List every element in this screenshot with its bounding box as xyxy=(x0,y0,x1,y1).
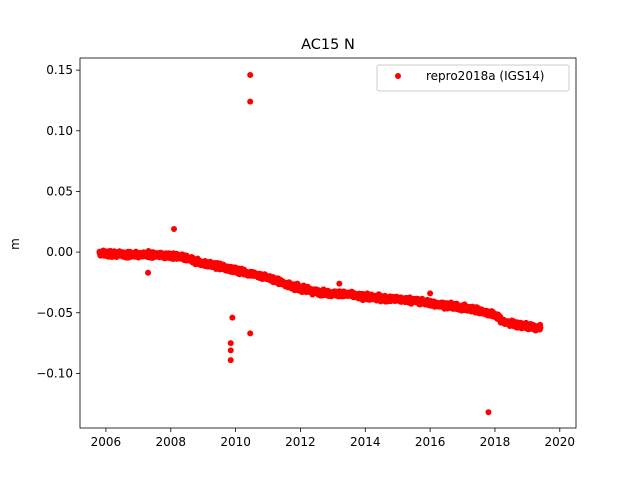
outlier-point xyxy=(171,226,178,233)
outlier-point xyxy=(145,269,152,276)
x-tick-label: 2018 xyxy=(480,435,511,449)
outlier-point xyxy=(227,357,234,364)
outlier-point xyxy=(427,290,434,297)
outlier-point xyxy=(485,409,492,416)
y-tick-label: 0.10 xyxy=(46,124,73,138)
outlier-point xyxy=(227,340,234,347)
x-tick-label: 2012 xyxy=(285,435,316,449)
outlier-point xyxy=(247,330,254,337)
legend-label: repro2018a (IGS14) xyxy=(426,69,544,83)
legend-box xyxy=(376,64,570,92)
data-points xyxy=(96,71,544,416)
y-tick-label: −0.05 xyxy=(36,306,73,320)
x-tick-label: 2008 xyxy=(155,435,186,449)
outlier-point xyxy=(227,347,234,354)
y-tick-label: 0.05 xyxy=(46,184,73,198)
outlier-point xyxy=(247,98,254,105)
legend-marker xyxy=(395,73,401,79)
x-tick-label: 2020 xyxy=(545,435,576,449)
x-tick-label: 2014 xyxy=(350,435,381,449)
x-tick-label: 2006 xyxy=(91,435,122,449)
y-tick-label: 0.15 xyxy=(46,63,73,77)
y-tick-label: 0.00 xyxy=(46,245,73,259)
data-point xyxy=(537,324,544,331)
chart-title: AC15 N xyxy=(301,37,355,53)
x-tick-label: 2016 xyxy=(415,435,446,449)
outlier-point xyxy=(229,314,236,321)
y-axis-label: m xyxy=(8,238,22,250)
y-tick-label: −0.10 xyxy=(36,366,73,380)
axis-ticks: 2006 2008 2010 2012 2014 2016 2018 2020 −0.10 −0.… xyxy=(36,63,575,449)
legend: repro2018a (IGS14) xyxy=(376,64,570,92)
x-tick-label: 2010 xyxy=(220,435,251,449)
plot-frame xyxy=(79,57,577,429)
outlier-point xyxy=(336,280,343,287)
outlier-point xyxy=(247,71,254,78)
